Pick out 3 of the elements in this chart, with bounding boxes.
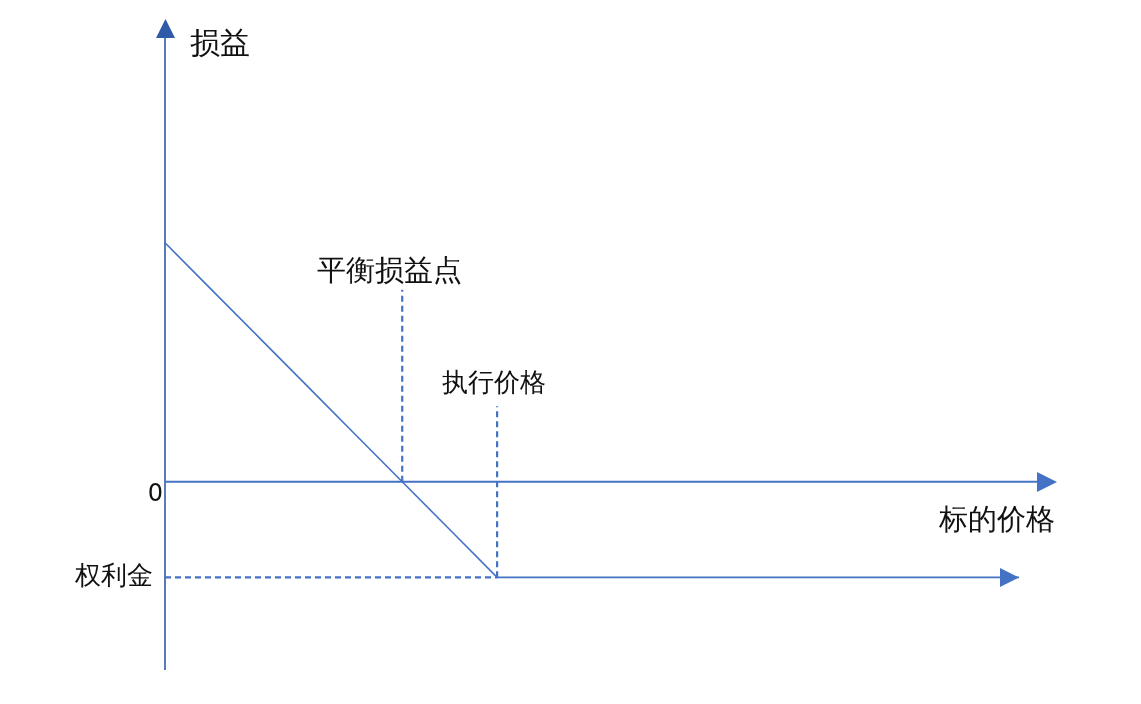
ref-line-label: 权利金: [74, 560, 153, 591]
ref-line-label: 0: [147, 478, 163, 507]
text: 损益: [190, 24, 250, 60]
